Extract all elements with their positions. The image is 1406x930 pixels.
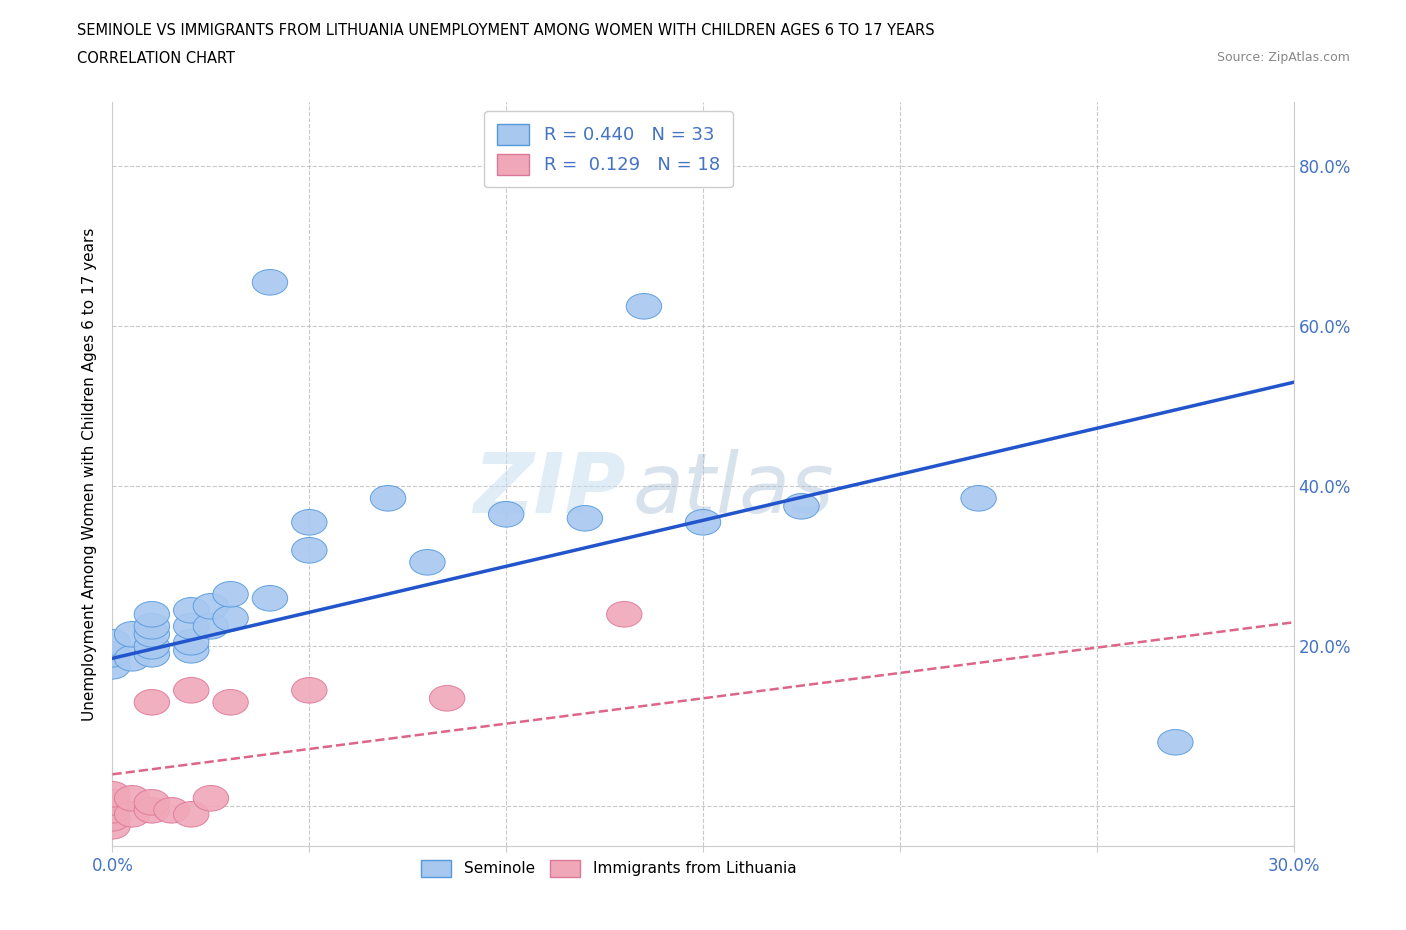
Ellipse shape <box>960 485 997 512</box>
Ellipse shape <box>193 786 229 811</box>
Ellipse shape <box>134 633 170 659</box>
Ellipse shape <box>429 685 465 711</box>
Ellipse shape <box>134 790 170 815</box>
Ellipse shape <box>153 798 190 823</box>
Text: CORRELATION CHART: CORRELATION CHART <box>77 51 235 66</box>
Text: Source: ZipAtlas.com: Source: ZipAtlas.com <box>1216 51 1350 64</box>
Ellipse shape <box>114 645 150 671</box>
Ellipse shape <box>94 798 131 823</box>
Legend: Seminole, Immigrants from Lithuania: Seminole, Immigrants from Lithuania <box>415 854 803 883</box>
Ellipse shape <box>193 614 229 639</box>
Y-axis label: Unemployment Among Women with Children Ages 6 to 17 years: Unemployment Among Women with Children A… <box>82 228 97 721</box>
Ellipse shape <box>134 602 170 627</box>
Ellipse shape <box>134 642 170 667</box>
Ellipse shape <box>173 637 209 663</box>
Ellipse shape <box>114 802 150 827</box>
Ellipse shape <box>114 786 150 811</box>
Ellipse shape <box>291 538 328 563</box>
Ellipse shape <box>94 654 131 679</box>
Ellipse shape <box>685 510 721 535</box>
Ellipse shape <box>567 506 603 531</box>
Ellipse shape <box>94 781 131 807</box>
Ellipse shape <box>212 581 249 607</box>
Ellipse shape <box>212 605 249 631</box>
Ellipse shape <box>134 689 170 715</box>
Ellipse shape <box>1157 729 1194 755</box>
Ellipse shape <box>488 501 524 527</box>
Ellipse shape <box>252 586 288 611</box>
Ellipse shape <box>94 630 131 655</box>
Ellipse shape <box>173 802 209 827</box>
Ellipse shape <box>193 593 229 619</box>
Ellipse shape <box>370 485 406 512</box>
Ellipse shape <box>409 550 446 575</box>
Ellipse shape <box>626 294 662 319</box>
Ellipse shape <box>291 677 328 703</box>
Ellipse shape <box>606 602 643 627</box>
Ellipse shape <box>134 798 170 823</box>
Text: SEMINOLE VS IMMIGRANTS FROM LITHUANIA UNEMPLOYMENT AMONG WOMEN WITH CHILDREN AGE: SEMINOLE VS IMMIGRANTS FROM LITHUANIA UN… <box>77 23 935 38</box>
Ellipse shape <box>134 621 170 647</box>
Ellipse shape <box>173 597 209 623</box>
Ellipse shape <box>94 790 131 815</box>
Ellipse shape <box>173 630 209 655</box>
Ellipse shape <box>114 621 150 647</box>
Text: atlas: atlas <box>633 448 834 530</box>
Ellipse shape <box>783 494 820 519</box>
Text: ZIP: ZIP <box>474 448 626 530</box>
Ellipse shape <box>252 270 288 295</box>
Ellipse shape <box>134 614 170 639</box>
Ellipse shape <box>291 510 328 535</box>
Ellipse shape <box>94 642 131 667</box>
Ellipse shape <box>173 677 209 703</box>
Ellipse shape <box>212 689 249 715</box>
Ellipse shape <box>94 805 131 831</box>
Ellipse shape <box>173 614 209 639</box>
Ellipse shape <box>94 814 131 839</box>
